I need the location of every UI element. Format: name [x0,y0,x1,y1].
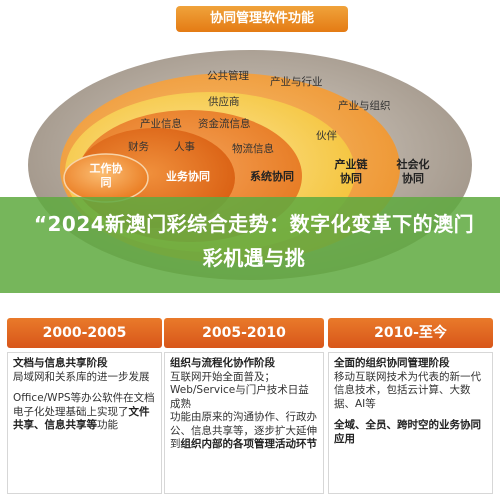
headline-banner [0,197,500,293]
label-business-collab: 业务协同 [166,170,210,183]
label-capital-info: 资金流信息 [198,118,251,130]
label-partner: 伙伴 [316,130,337,142]
period-header: 2010-至今 [328,318,493,348]
period-body: 组织与流程化协作阶段 互联网开始全面普及；Web/Service与门户技术日益成… [164,352,324,494]
diagram-title: 协同管理软件功能 [176,6,348,32]
stage-title: 组织与流程化协作阶段 [170,357,275,369]
label-supplier: 供应商 [208,96,240,108]
label-hr: 人事 [174,141,195,153]
period-column-1: 2000-2005 文档与信息共享阶段 局域网和关系库的进一步发展 Office… [7,318,162,494]
stage-desc: 局域网和关系库的进一步发展 [13,370,150,383]
period-column-3: 2010-至今 全面的组织协同管理阶段 移动互联网技术为代表的新一代信息技术，包… [328,318,493,494]
period-column-2: 2005-2010 组织与流程化协作阶段 互联网开始全面普及；Web/Servi… [164,318,324,494]
label-chain-collab: 产业链 协同 [334,158,368,185]
stage-title: 文档与信息共享阶段 [13,357,108,369]
period-header: 2000-2005 [7,318,162,348]
period-header: 2005-2010 [164,318,324,348]
stage-desc: 互联网开始全面普及；Web/Service与门户技术日益成熟 [170,370,309,410]
label-social-collab: 社会化 协同 [396,158,430,185]
stage-detail: 全域、全员、跨时空的业务协同应用 [334,419,481,445]
label-logistics: 物流信息 [232,143,274,155]
label-public-mgmt: 公共管理 [207,70,249,82]
label-industry: 产业与行业 [270,76,323,88]
label-finance: 财务 [128,141,149,153]
stage-detail: Office/WPS等办公软件在文档电子化处理基础上实现了文件共享、信息共享等功… [13,392,155,431]
label-industry-org: 产业与组织 [338,100,391,112]
label-industry-info: 产业信息 [140,118,182,130]
period-body: 全面的组织协同管理阶段 移动互联网技术为代表的新一代信息技术，包括云计算、大数据… [328,352,493,494]
period-body: 文档与信息共享阶段 局域网和关系库的进一步发展 Office/WPS等办公软件在… [7,352,162,494]
label-system-collab: 系统协同 [250,170,294,183]
headline-text[interactable]: “2024新澳门彩综合走势：数字化变革下的澳门彩机遇与挑 [33,212,475,270]
stage-detail: 功能由原来的沟通协作、行政办公、信息共享等，逐步扩大延伸到组织内部的各项管理活动… [170,411,317,450]
label-work-collab: 工作协 同 [89,162,123,189]
stage-title: 全面的组织协同管理阶段 [334,357,450,369]
stage-desc: 移动互联网技术为代表的新一代信息技术，包括云计算、大数据、AI等 [334,370,481,410]
